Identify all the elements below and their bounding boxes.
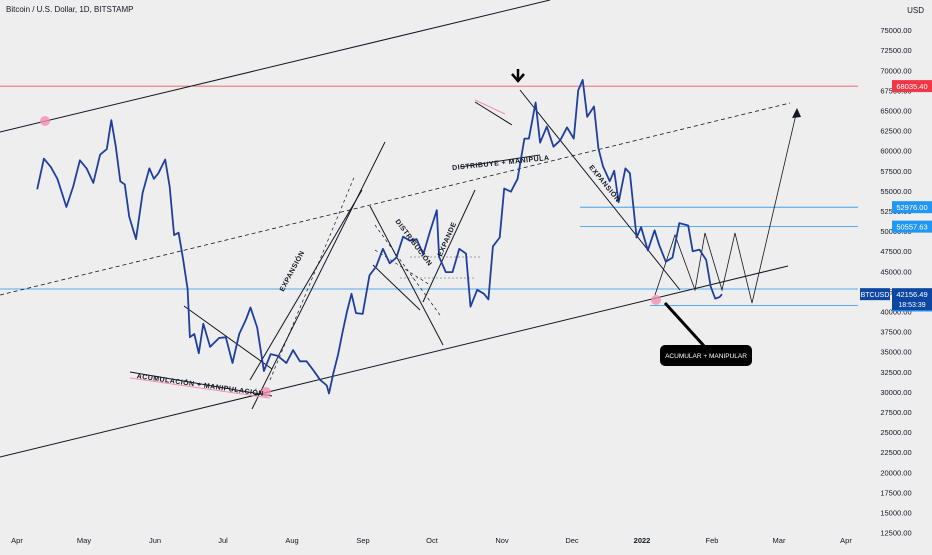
trendline <box>422 189 476 303</box>
y-tick-label: 47500.00 <box>880 247 911 256</box>
pink-trendline <box>129 377 271 399</box>
y-tick-label: 32500.00 <box>880 368 911 377</box>
ticker-tag-bg <box>860 288 890 301</box>
currency-label: USD <box>907 6 924 15</box>
target-arrow-icon <box>792 108 801 118</box>
y-tick-label: 17500.00 <box>880 488 911 497</box>
x-tick-label: May <box>77 536 91 545</box>
level-upper-price-tag-bg <box>892 201 932 214</box>
highlight-circle <box>40 116 50 126</box>
channel-upper-line <box>0 0 551 133</box>
y-tick-label: 20000.00 <box>880 468 911 477</box>
y-tick-label: 25000.00 <box>880 428 911 437</box>
dashed-helper-line <box>374 249 431 286</box>
y-tick-label: 62500.00 <box>880 127 911 136</box>
dashed-helper-line <box>374 224 441 316</box>
expand-label: EXPANDE <box>437 221 458 257</box>
bar-countdown: 18:53:39 <box>898 302 925 309</box>
callout-box <box>660 345 752 366</box>
x-tick-label: Jun <box>149 536 161 545</box>
y-tick-label: 35000.00 <box>880 348 911 357</box>
x-tick-label: Aug <box>285 536 298 545</box>
trendline <box>251 141 386 410</box>
expansion-label: EXPANSIÓN <box>277 249 306 293</box>
y-tick-label: 70000.00 <box>880 66 911 75</box>
level-mid-price-tag-bg <box>892 220 932 233</box>
callout-label: ACUMULAR + MANIPULAR <box>665 353 747 360</box>
highlight-circle <box>261 387 271 397</box>
price-series-line <box>36 79 723 395</box>
trendline <box>369 205 444 346</box>
dashed-helper-line <box>269 174 356 381</box>
x-tick-label: Nov <box>495 536 509 545</box>
callout-pointer <box>663 301 707 349</box>
last-price-tag-bg <box>892 288 932 311</box>
y-tick-label: 45000.00 <box>880 267 911 276</box>
y-tick-label: 22500.00 <box>880 448 911 457</box>
y-tick-label: 55000.00 <box>880 187 911 196</box>
trendline <box>249 189 363 381</box>
ticker-tag: BTCUSD <box>861 292 890 299</box>
projection-zigzag <box>654 109 798 304</box>
x-tick-label: Apr <box>840 536 852 545</box>
level-upper-price-tag: 52976.00 <box>896 203 927 212</box>
channel-mid-dashed-line <box>0 102 791 296</box>
trendline <box>372 264 421 311</box>
x-tick-label: Oct <box>426 536 439 545</box>
down-arrow-icon <box>511 73 525 83</box>
y-tick-label: 37500.00 <box>880 328 911 337</box>
distribution-manipulation-label: DISTRIBUYE + MANIPULA <box>452 155 550 172</box>
x-tick-label: Dec <box>565 536 579 545</box>
symbol-title: Bitcoin / U.S. Dollar, 1D, BITSTAMP <box>6 5 134 14</box>
y-tick-label: 30000.00 <box>880 388 911 397</box>
trendline <box>519 89 681 291</box>
x-tick-label: Feb <box>706 536 719 545</box>
y-tick-label: 65000.00 <box>880 107 911 116</box>
resistance-price-tag: 68035.40 <box>896 82 927 91</box>
x-tick-label: 2022 <box>634 536 651 545</box>
pink-trendline <box>474 99 506 115</box>
x-tick-label: Sep <box>356 536 369 545</box>
x-tick-label: Apr <box>11 536 23 545</box>
y-tick-label: 40000.00 <box>880 308 911 317</box>
trendline <box>183 305 273 370</box>
level-mid-price-tag: 50557.63 <box>896 223 927 232</box>
y-tick-label: 57500.00 <box>880 167 911 176</box>
trendline <box>129 371 273 397</box>
x-tick-label: Jul <box>218 536 228 545</box>
trendline <box>474 101 513 126</box>
x-tick-label: Mar <box>773 536 786 545</box>
y-tick-label: 12500.00 <box>880 529 911 538</box>
last-price-value: 42156.49 <box>896 290 927 299</box>
distribution-label: DISTRIBUCIÓN <box>393 217 434 268</box>
accumulation-label: ACUMULACIÓN + MANIPULACIÓN <box>136 371 264 398</box>
y-tick-label: 27500.00 <box>880 408 911 417</box>
resistance-price-tag-bg <box>892 80 932 93</box>
trendline <box>459 154 541 168</box>
y-tick-label: 15000.00 <box>880 509 911 518</box>
y-tick-label: 75000.00 <box>880 26 911 35</box>
highlight-circle <box>651 295 661 305</box>
y-tick-label: 60000.00 <box>880 147 911 156</box>
y-tick-label: 72500.00 <box>880 46 911 55</box>
